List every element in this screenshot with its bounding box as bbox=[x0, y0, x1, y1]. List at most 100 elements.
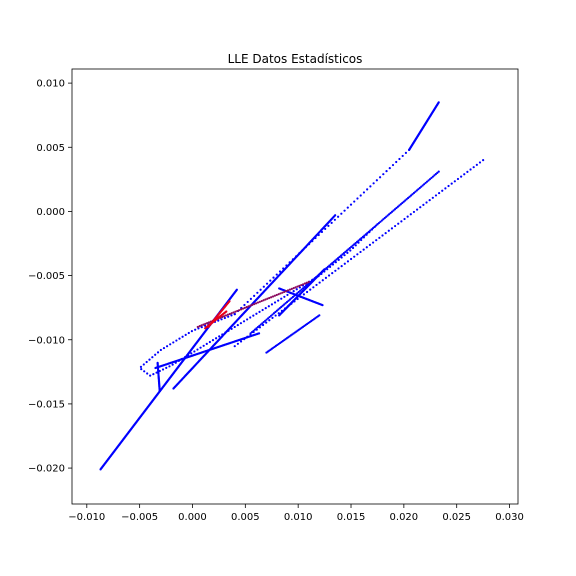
data-point bbox=[328, 265, 332, 268]
data-point bbox=[406, 215, 409, 218]
data-point bbox=[247, 305, 250, 308]
data-point bbox=[238, 309, 241, 312]
data-point bbox=[202, 323, 205, 326]
data-point bbox=[204, 322, 207, 325]
data-point bbox=[335, 258, 338, 261]
x-tick-label: 0.025 bbox=[442, 512, 471, 523]
data-point bbox=[327, 274, 331, 277]
data-point bbox=[256, 325, 259, 329]
data-point bbox=[453, 180, 456, 183]
data-point bbox=[156, 351, 160, 354]
data-point bbox=[288, 261, 291, 264]
data-point bbox=[233, 325, 236, 329]
data-point bbox=[265, 318, 268, 321]
data-point bbox=[190, 352, 193, 355]
data-point bbox=[142, 363, 145, 366]
data-point bbox=[382, 173, 385, 176]
data-point bbox=[272, 312, 276, 315]
data-point bbox=[273, 301, 277, 304]
data-point bbox=[296, 297, 299, 301]
data-point bbox=[294, 286, 297, 289]
data-point bbox=[280, 297, 283, 300]
data-point bbox=[437, 170, 440, 173]
data-point bbox=[337, 257, 340, 260]
data-point bbox=[309, 288, 312, 291]
data-point bbox=[292, 287, 295, 290]
data-point bbox=[283, 290, 286, 293]
data-point bbox=[357, 239, 360, 242]
data-point bbox=[420, 185, 423, 188]
data-point bbox=[427, 179, 430, 182]
data-point bbox=[419, 206, 422, 209]
data-point bbox=[284, 302, 287, 305]
data-point bbox=[269, 279, 272, 282]
data-point bbox=[256, 291, 259, 294]
data-point bbox=[350, 245, 353, 248]
data-point bbox=[246, 335, 249, 338]
data-point bbox=[239, 308, 243, 311]
data-point bbox=[370, 228, 374, 231]
data-point bbox=[390, 210, 394, 213]
data-point bbox=[320, 272, 323, 275]
data-point bbox=[425, 201, 428, 204]
data-point bbox=[169, 343, 172, 346]
data-point bbox=[337, 267, 340, 270]
data-point bbox=[218, 335, 221, 338]
data-point bbox=[175, 339, 178, 342]
y-tick-label: −0.010 bbox=[28, 335, 65, 346]
data-point bbox=[171, 363, 174, 366]
x-tick-label: 0.015 bbox=[337, 512, 366, 523]
data-point bbox=[326, 268, 329, 271]
data-point bbox=[395, 160, 398, 164]
data-point bbox=[441, 189, 444, 192]
data-point bbox=[472, 166, 475, 169]
data-point bbox=[391, 163, 395, 167]
data-point bbox=[362, 236, 365, 239]
data-point bbox=[444, 187, 447, 190]
data-point bbox=[421, 184, 424, 187]
data-point bbox=[333, 218, 336, 221]
data-point bbox=[200, 326, 203, 329]
data-point bbox=[456, 177, 460, 181]
data-point bbox=[434, 194, 438, 197]
data-point bbox=[356, 253, 359, 256]
data-point bbox=[436, 171, 439, 175]
data-point bbox=[340, 256, 343, 259]
data-point bbox=[262, 320, 265, 324]
x-tick-label: −0.010 bbox=[68, 512, 105, 523]
data-point bbox=[162, 346, 166, 350]
data-point bbox=[385, 170, 388, 173]
data-point bbox=[412, 210, 416, 214]
data-point bbox=[258, 310, 261, 313]
data-point bbox=[401, 154, 404, 158]
data-point bbox=[314, 276, 317, 280]
data-point bbox=[422, 203, 425, 206]
data-point bbox=[354, 242, 357, 245]
data-point bbox=[274, 310, 277, 314]
data-point bbox=[236, 323, 239, 327]
data-point bbox=[267, 317, 270, 320]
data-point bbox=[305, 281, 308, 284]
data-point bbox=[447, 184, 450, 188]
data-point bbox=[345, 249, 348, 252]
data-point bbox=[430, 176, 433, 180]
data-point bbox=[339, 254, 343, 257]
data-point bbox=[165, 366, 168, 369]
y-tick-label: 0.000 bbox=[36, 207, 65, 218]
data-point bbox=[302, 287, 305, 290]
data-point bbox=[159, 348, 162, 352]
data-point bbox=[143, 370, 146, 373]
data-point bbox=[283, 295, 286, 298]
data-point bbox=[290, 287, 293, 290]
data-point bbox=[258, 326, 262, 329]
data-point bbox=[380, 219, 383, 222]
data-point bbox=[290, 297, 293, 300]
data-point bbox=[348, 247, 351, 250]
data-point bbox=[317, 233, 320, 237]
data-point bbox=[223, 316, 226, 320]
data-point bbox=[428, 199, 431, 202]
data-point bbox=[357, 241, 360, 244]
data-point bbox=[475, 163, 478, 166]
data-point bbox=[469, 168, 472, 171]
data-point bbox=[246, 318, 249, 321]
